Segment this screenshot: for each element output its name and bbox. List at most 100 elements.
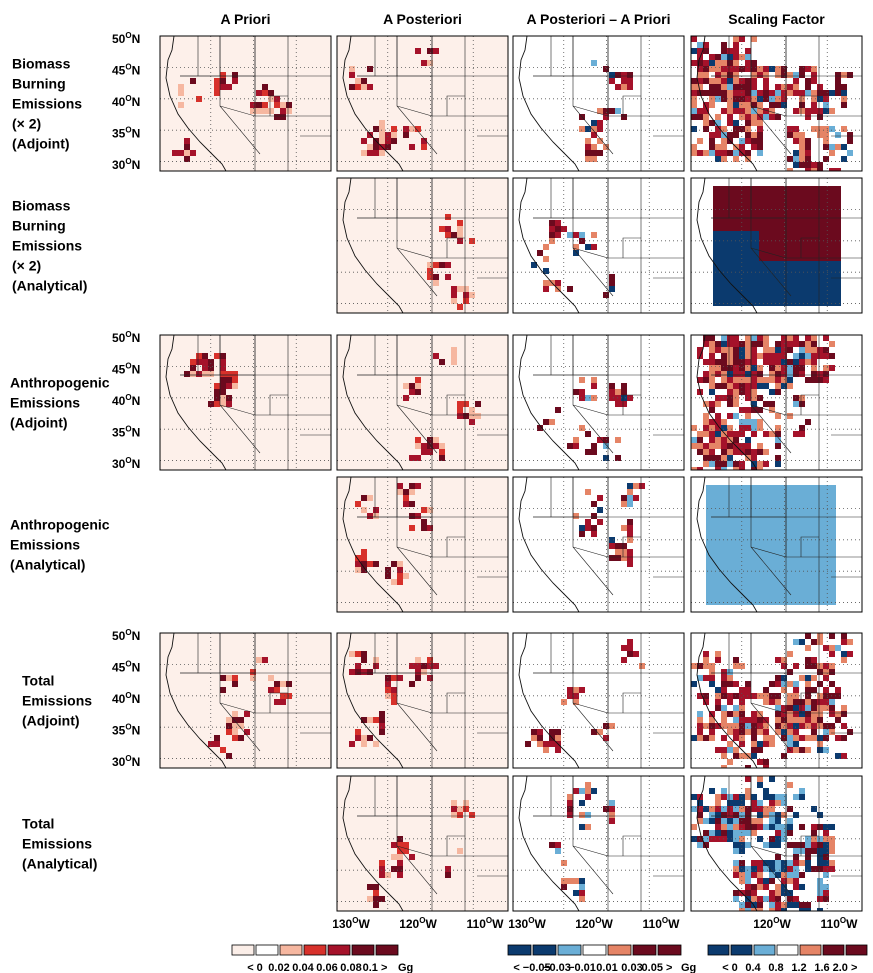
- emission-cell: [829, 824, 835, 830]
- emission-cell: [555, 232, 561, 238]
- emission-cell: [415, 455, 421, 461]
- emission-cell: [697, 48, 703, 54]
- emission-cell: [811, 66, 817, 72]
- emission-cell: [763, 341, 769, 347]
- emission-cell: [769, 699, 775, 705]
- emission-cell: [757, 383, 763, 389]
- emission-cell: [805, 353, 811, 359]
- emission-cell: [439, 359, 445, 365]
- emission-cell: [727, 383, 733, 389]
- emission-cell: [733, 102, 739, 108]
- emission-cell: [751, 84, 757, 90]
- emission-cell: [715, 836, 721, 842]
- emission-cell: [427, 60, 433, 66]
- coord-number: 120: [399, 917, 419, 931]
- emission-cell: [757, 66, 763, 72]
- emission-cell: [715, 341, 721, 347]
- emission-cell: [745, 359, 751, 365]
- emission-cell: [757, 896, 763, 902]
- lon-label: 130OW: [332, 916, 370, 931]
- emission-cell: [685, 431, 691, 437]
- map-background: [513, 335, 684, 470]
- emission-cell: [811, 842, 817, 848]
- emission-cell: [439, 262, 445, 268]
- emission-cell: [817, 747, 823, 753]
- panel-frame: [336, 775, 509, 912]
- emission-cell: [721, 72, 727, 78]
- emission-cell: [202, 359, 208, 365]
- emission-cell: [781, 90, 787, 96]
- emission-cell: [361, 567, 367, 573]
- emission-cell: [757, 341, 763, 347]
- emission-cell: [615, 555, 621, 561]
- colorbar-box: [707, 944, 730, 956]
- emission-cell: [805, 156, 811, 162]
- emission-cell: [793, 705, 799, 711]
- emission-cell: [751, 377, 757, 383]
- coord-number: 40: [112, 394, 126, 408]
- emission-cell: [691, 824, 697, 830]
- emission-cell: [355, 663, 361, 669]
- emission-cell: [609, 818, 615, 824]
- emission-cell: [769, 872, 775, 878]
- emission-cell: [733, 872, 739, 878]
- emission-cell: [373, 561, 379, 567]
- emission-cell: [739, 419, 745, 425]
- row-label: (× 2): [12, 116, 41, 132]
- coastline: [518, 36, 580, 171]
- emission-cell: [385, 573, 391, 579]
- emission-cell: [639, 663, 645, 669]
- emission-cell: [769, 359, 775, 365]
- map-panel: [690, 177, 863, 314]
- emission-cell: [721, 455, 727, 461]
- emission-cell: [573, 699, 579, 705]
- emission-cell: [621, 72, 627, 78]
- emission-cell: [745, 54, 751, 60]
- emission-cell: [621, 84, 627, 90]
- emission-cell: [775, 890, 781, 896]
- emission-cell: [543, 286, 549, 292]
- emission-cell: [739, 108, 745, 114]
- emission-cell: [739, 729, 745, 735]
- emission-cell: [727, 377, 733, 383]
- emission-cell: [415, 663, 421, 669]
- emission-cell: [226, 371, 232, 377]
- emission-cell: [847, 639, 853, 645]
- emission-cell: [793, 431, 799, 437]
- emission-cell: [745, 687, 751, 693]
- emission-cell: [391, 842, 397, 848]
- lat-label: 30ON: [112, 754, 140, 769]
- emission-cell: [621, 395, 627, 401]
- emission-cell: [615, 549, 621, 555]
- emission-cell: [621, 78, 627, 84]
- map-panel: [685, 632, 863, 769]
- emission-cell: [763, 729, 769, 735]
- emission-cell: [409, 383, 415, 389]
- emission-cell: [709, 389, 715, 395]
- emission-cell: [196, 96, 202, 102]
- emission-cell: [703, 693, 709, 699]
- emission-cell: [781, 365, 787, 371]
- emission-cell: [685, 717, 691, 723]
- scaling-block: [759, 231, 841, 261]
- coord-number: 110: [467, 917, 487, 931]
- emission-cell: [391, 866, 397, 872]
- emission-cell: [457, 232, 463, 238]
- emission-cell: [733, 812, 739, 818]
- emission-cell: [691, 102, 697, 108]
- emission-cell: [184, 156, 190, 162]
- emission-cell: [609, 108, 615, 114]
- emission-cell: [727, 794, 733, 800]
- emission-cell: [733, 401, 739, 407]
- lat-label: 40ON: [112, 393, 140, 408]
- state-border: [446, 394, 465, 415]
- emission-cell: [781, 866, 787, 872]
- emission-cell: [567, 812, 573, 818]
- emission-cell: [733, 431, 739, 437]
- emission-cell: [775, 711, 781, 717]
- emission-cell: [685, 72, 691, 78]
- emission-cell: [727, 449, 733, 455]
- emission-cell: [775, 461, 781, 467]
- emission-cell: [709, 669, 715, 675]
- emission-cell: [361, 717, 367, 723]
